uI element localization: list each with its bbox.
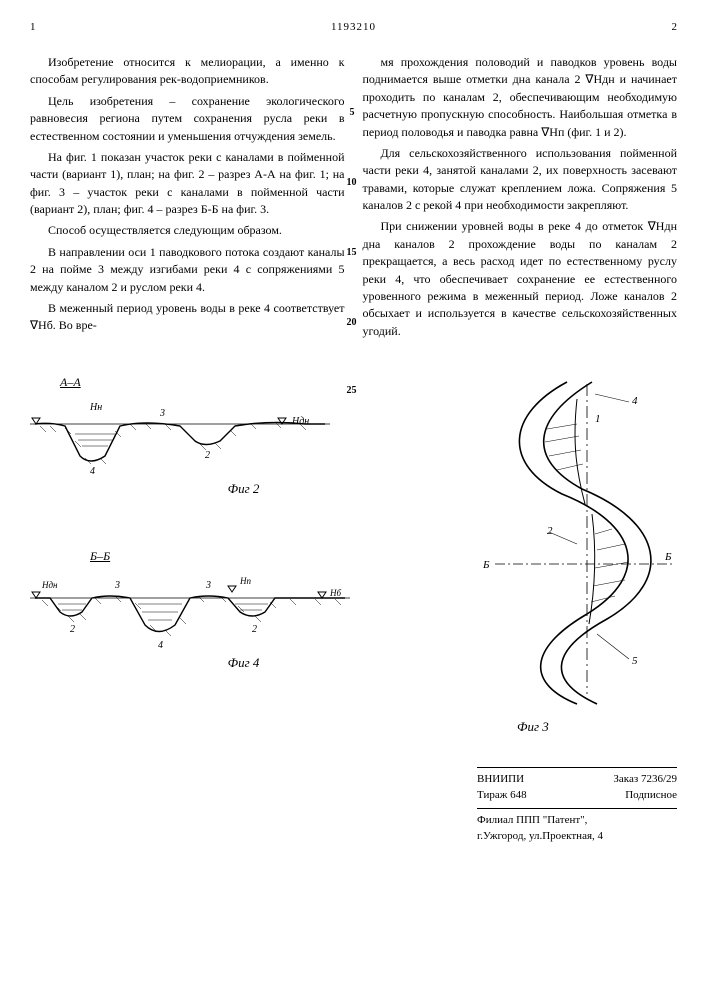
fig3-bleft: Б	[482, 559, 490, 571]
column-left: Изобретение относится к мелиорации, а им…	[30, 54, 345, 344]
fig4-n3b: 3	[205, 580, 211, 591]
fig4-hб: Hб	[329, 588, 341, 598]
para-r3: При снижении уровней воды в реке 4 до от…	[363, 218, 678, 340]
figure-4: Б–Б	[30, 548, 457, 672]
footer: ВНИИПИ Заказ 7236/29 Тираж 648 Подписное…	[477, 767, 677, 845]
figures-left-col: А–А	[30, 374, 457, 845]
fig4-svg: Hдн 3 3 Hп Hб 2 4 2	[30, 570, 350, 650]
fig2-n3: 3	[159, 408, 165, 419]
col-num-right: 2	[672, 20, 678, 36]
fig2-caption: Фиг 2	[30, 480, 457, 499]
footer-filial: Филиал ППП "Патент",	[477, 813, 677, 829]
para-l2: Цель изобретения – сохранение экологичес…	[30, 93, 345, 145]
figures-area: А–А	[30, 374, 677, 845]
footer-addr: г.Ужгород, ул.Проектная, 4	[477, 829, 677, 845]
footer-podpis: Подписное	[625, 788, 677, 804]
line-num-15: 15	[347, 246, 357, 261]
section-bb-label: Б–Б	[90, 548, 457, 565]
fig4-hdн: Hдн	[41, 580, 58, 590]
fig4-hп: Hп	[239, 576, 251, 586]
header-row: 1 1193210 2	[30, 20, 677, 36]
column-right: мя прохождения половодий и паводков уров…	[363, 54, 678, 344]
fig4-n4: 4	[158, 640, 163, 650]
footer-org: ВНИИПИ	[477, 772, 524, 788]
fig2-n4: 4	[90, 466, 95, 476]
para-l6: В меженный период уровень воды в реке 4 …	[30, 300, 345, 335]
fig3-n2: 2	[547, 525, 553, 537]
line-num-5: 5	[350, 106, 355, 121]
fig2-n2: 2	[205, 450, 210, 461]
fig3-n1: 1	[595, 413, 601, 425]
para-l1: Изобретение относится к мелиорации, а им…	[30, 54, 345, 89]
figure-3: 4 1 2 Б Б 5 Фиг 3 ВНИИПИ Заказ 7236/29 Т…	[477, 374, 677, 845]
figure-2: А–А	[30, 374, 457, 498]
text-columns: Изобретение относится к мелиорации, а им…	[30, 54, 677, 344]
col-num-left: 1	[30, 20, 36, 36]
doc-number: 1193210	[331, 20, 376, 36]
fig3-bright: Б	[664, 551, 672, 563]
para-r1: мя прохождения половодий и паводков уров…	[363, 54, 678, 141]
fig2-hн: Hн	[89, 402, 102, 413]
footer-tirazh: Тираж 648	[477, 788, 527, 804]
fig4-n2a: 2	[70, 624, 75, 635]
footer-order: Заказ 7236/29	[613, 772, 677, 788]
para-l5: В направлении оси 1 паводкового потока с…	[30, 244, 345, 296]
line-num-20: 20	[347, 316, 357, 331]
fig4-n3: 3	[114, 580, 120, 591]
fig3-n4: 4	[632, 395, 638, 407]
para-l4: Способ осуществляется следующим образом.	[30, 222, 345, 239]
fig3-svg: 4 1 2 Б Б 5	[477, 374, 677, 714]
line-num-10: 10	[347, 176, 357, 191]
para-l3: На фиг. 1 показан участок реки с каналам…	[30, 149, 345, 219]
fig3-caption: Фиг 3	[517, 718, 677, 737]
fig4-caption: Фиг 4	[30, 654, 457, 673]
fig2-hdн: Hдн	[291, 416, 309, 427]
line-num-25: 25	[347, 384, 357, 399]
fig3-n5: 5	[632, 655, 638, 667]
fig4-n2b: 2	[252, 624, 257, 635]
section-aa-label: А–А	[60, 374, 457, 391]
fig2-svg: Hн 3 Hдн 4 2	[30, 396, 330, 476]
para-r2: Для сельскохозяйственного использования …	[363, 145, 678, 215]
